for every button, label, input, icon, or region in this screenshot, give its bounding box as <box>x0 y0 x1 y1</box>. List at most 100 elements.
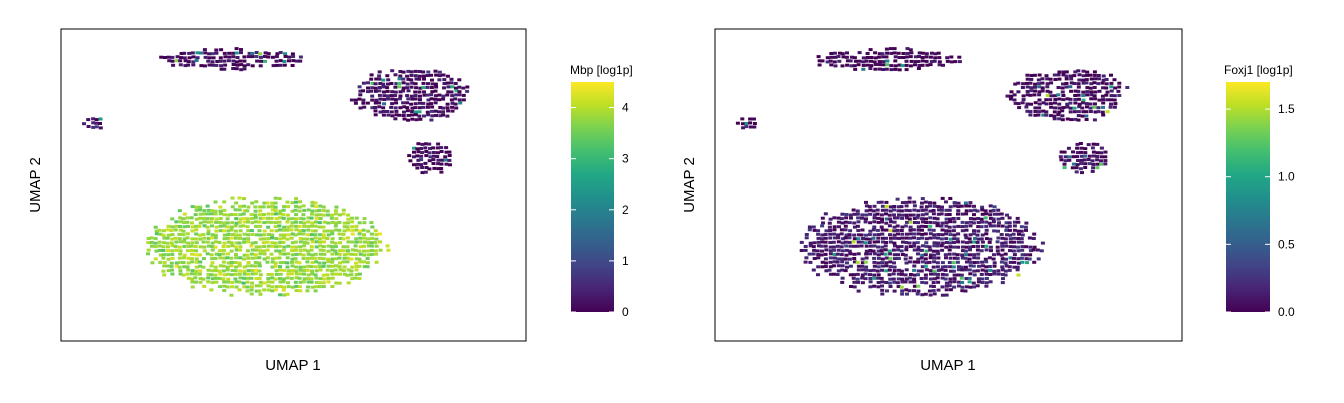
scatter-point <box>924 249 929 253</box>
scatter-point <box>968 209 973 213</box>
scatter-point <box>278 252 283 256</box>
scatter-point <box>234 60 239 64</box>
scatter-point <box>820 265 825 269</box>
scatter-point <box>170 252 175 256</box>
scatter-point <box>884 241 889 244</box>
scatter-point <box>349 98 354 102</box>
scatter-point <box>362 253 366 257</box>
scatter-point <box>290 264 295 268</box>
scatter-point <box>421 101 426 105</box>
scatter-point <box>873 63 878 66</box>
scatter-point <box>920 51 925 55</box>
scatter-point <box>963 268 968 272</box>
scatter-point <box>225 221 230 225</box>
scatter-point <box>266 284 271 288</box>
scatter-point <box>258 224 263 228</box>
scatter-point <box>963 249 968 253</box>
scatter-point <box>868 229 873 233</box>
scatter-point <box>306 216 311 220</box>
scatter-point <box>987 265 992 268</box>
scatter-point <box>194 224 199 228</box>
scatter-point <box>430 109 434 113</box>
scatter-point <box>178 216 183 220</box>
scatter-point <box>253 205 258 209</box>
scatter-point <box>213 212 218 216</box>
scatter-point <box>321 245 326 249</box>
scatter-point <box>968 220 973 224</box>
scatter-point <box>923 276 928 280</box>
scatter-point <box>330 285 335 288</box>
scatter-point <box>920 280 925 284</box>
scatter-point <box>971 281 976 285</box>
scatter-point <box>948 197 953 200</box>
scatter-point <box>952 245 956 249</box>
scatter-point <box>961 245 965 249</box>
scatter-point <box>1028 110 1033 114</box>
scatter-point <box>823 236 828 240</box>
scatter-point <box>913 55 918 59</box>
scatter-point <box>848 229 853 233</box>
scatter-point <box>843 269 848 273</box>
scatter-point <box>206 232 211 236</box>
scatter-point <box>465 85 470 89</box>
scatter-point <box>341 245 346 249</box>
scatter-point <box>297 252 302 256</box>
scatter-point <box>318 233 323 237</box>
scatter-point <box>865 63 870 67</box>
scatter-point <box>198 205 203 209</box>
scatter-point <box>342 256 347 260</box>
scatter-point <box>1057 77 1062 81</box>
scatter-point <box>302 237 306 241</box>
scatter-point <box>916 221 921 225</box>
scatter-point <box>226 229 231 233</box>
scatter-point <box>412 146 417 150</box>
scatter-point <box>245 276 250 280</box>
scatter-point <box>1085 73 1090 77</box>
scatter-point <box>436 162 441 166</box>
scatter-point <box>909 59 914 63</box>
scatter-point <box>836 220 841 224</box>
scatter-point <box>812 248 817 252</box>
scatter-point <box>744 122 749 125</box>
scatter-point <box>290 232 295 236</box>
scatter-point <box>182 221 187 224</box>
scatter-point <box>912 204 917 208</box>
scatter-point <box>229 256 234 260</box>
colorbar-tick-label: 0 <box>622 305 629 319</box>
scatter-point <box>1031 237 1036 240</box>
scatter-point <box>242 59 247 63</box>
scatter-point <box>202 220 207 224</box>
scatter-point <box>206 236 211 240</box>
scatter-point <box>357 221 362 225</box>
scatter-point <box>317 208 322 212</box>
scatter-point <box>1089 82 1094 86</box>
scatter-point <box>884 264 889 268</box>
scatter-point <box>1037 85 1042 89</box>
scatter-point <box>860 264 865 268</box>
scatter-point <box>884 212 888 216</box>
scatter-point <box>885 51 890 55</box>
scatter-point <box>867 241 872 244</box>
scatter-point <box>290 52 295 56</box>
scatter-point <box>205 240 210 244</box>
scatter-point <box>198 264 203 268</box>
scatter-point <box>165 245 170 249</box>
scatter-point <box>341 260 346 264</box>
scatter-point <box>350 252 354 256</box>
scatter-point <box>1007 228 1012 232</box>
scatter-point <box>868 277 873 280</box>
scatter-point <box>932 221 937 225</box>
scatter-point <box>1016 229 1021 233</box>
scatter-point <box>210 245 215 248</box>
scatter-point <box>1012 98 1017 102</box>
scatter-point <box>872 244 877 248</box>
scatter-point <box>250 256 255 260</box>
scatter-point <box>314 216 319 220</box>
scatter-point <box>294 213 299 217</box>
scatter-point <box>868 244 873 248</box>
scatter-point <box>856 220 861 224</box>
scatter-point <box>1012 253 1017 257</box>
scatter-point <box>310 240 315 244</box>
scatter-point <box>250 269 255 272</box>
scatter-point <box>432 166 437 170</box>
